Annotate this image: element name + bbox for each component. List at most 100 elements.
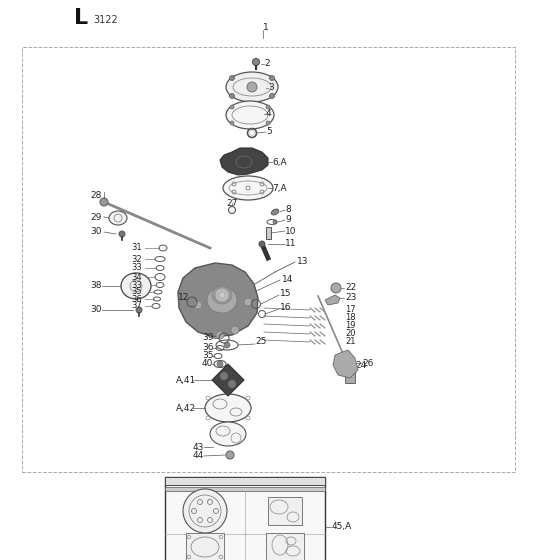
Bar [165,487,325,491]
Text: 45,A: 45,A [332,522,352,531]
Text: 18: 18 [345,314,356,323]
Text: 2: 2 [264,59,269,68]
Circle shape [244,298,252,306]
Text: 37: 37 [131,301,142,310]
Text: 3: 3 [268,83,274,92]
Ellipse shape [223,176,273,200]
Text: 1: 1 [263,24,269,32]
Text: A,41: A,41 [176,376,196,385]
Text: 19: 19 [345,321,356,330]
Text: 23: 23 [345,293,356,302]
Bar [266,533,304,560]
Text: 7,A: 7,A [272,184,287,193]
Circle shape [273,220,277,224]
Ellipse shape [109,211,127,225]
Text: 26: 26 [362,358,374,367]
Text: 27: 27 [226,199,237,208]
Circle shape [136,307,142,313]
Ellipse shape [212,286,232,304]
Circle shape [247,82,257,92]
Text: 30: 30 [90,227,101,236]
Text: 30: 30 [90,306,101,315]
Text: 38: 38 [90,282,101,291]
Circle shape [119,231,125,237]
Text: 24: 24 [355,362,366,371]
Circle shape [230,105,234,109]
Circle shape [183,489,227,533]
Circle shape [224,342,230,348]
Text: 11: 11 [285,240,296,249]
Bar [186,533,224,560]
Ellipse shape [205,394,251,422]
Bar [268,497,302,525]
Bar [165,477,325,485]
Text: 10: 10 [285,226,296,236]
Circle shape [269,94,274,99]
Ellipse shape [226,101,274,129]
Ellipse shape [271,209,279,215]
Polygon shape [220,148,268,175]
Text: 28: 28 [90,190,101,199]
Text: 34: 34 [131,273,142,282]
Text: 21: 21 [345,338,356,347]
Text: 36: 36 [131,295,142,304]
Text: 44: 44 [193,451,204,460]
Text: 14: 14 [282,276,293,284]
Circle shape [100,198,108,206]
Ellipse shape [121,273,151,299]
Text: 17: 17 [345,306,356,315]
Text: 16: 16 [280,302,292,311]
Text: 13: 13 [297,256,309,265]
Bar [22,47,515,472]
Polygon shape [325,295,340,305]
Text: 3122: 3122 [93,15,118,25]
Circle shape [217,361,223,367]
Circle shape [230,121,234,125]
Bar [345,369,355,383]
Text: 35: 35 [131,287,142,296]
Text: 20: 20 [345,329,356,338]
Polygon shape [333,350,358,378]
Text: 6,A: 6,A [272,157,287,166]
Text: 39: 39 [202,334,213,343]
Text: 32: 32 [131,254,142,264]
Ellipse shape [210,422,246,446]
Polygon shape [212,364,244,396]
Text: 40: 40 [202,360,213,368]
Circle shape [226,451,234,459]
Circle shape [194,301,202,309]
Circle shape [219,292,225,298]
Text: 12: 12 [178,293,189,302]
Circle shape [220,372,228,380]
Text: 31: 31 [131,244,142,253]
Text: 4: 4 [266,110,272,119]
Circle shape [253,58,259,66]
Circle shape [216,331,224,339]
Text: 25: 25 [255,338,267,347]
Ellipse shape [226,72,278,102]
Circle shape [266,105,270,109]
Circle shape [230,76,235,81]
Text: 15: 15 [280,288,292,297]
Text: 8: 8 [285,206,291,214]
Polygon shape [178,263,258,337]
Text: 22: 22 [345,283,356,292]
Bar [165,477,325,560]
Circle shape [266,121,270,125]
Circle shape [230,94,235,99]
Text: 5: 5 [266,128,272,137]
Text: 9: 9 [285,216,291,225]
Circle shape [228,380,236,388]
Circle shape [215,288,229,302]
Text: 35: 35 [202,352,213,361]
Text: 43: 43 [193,442,204,451]
Circle shape [231,326,239,334]
Text: 36: 36 [202,343,213,352]
Text: A,42: A,42 [176,404,196,413]
Text: 33: 33 [131,281,142,290]
Bar [265,227,270,239]
Circle shape [269,76,274,81]
Ellipse shape [207,287,237,313]
Text: 33: 33 [131,264,142,273]
Circle shape [259,241,265,247]
